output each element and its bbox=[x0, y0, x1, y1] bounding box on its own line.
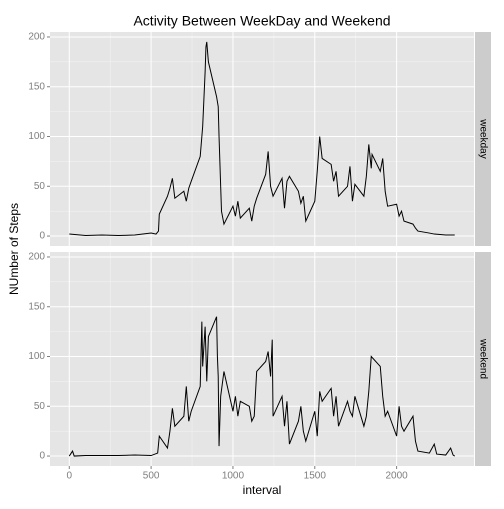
y-tick-label: 200 bbox=[28, 32, 45, 43]
facet-strip bbox=[475, 252, 491, 466]
y-tick-label: 150 bbox=[28, 81, 45, 92]
x-tick-label: 2000 bbox=[385, 471, 408, 482]
y-tick-label: 50 bbox=[34, 181, 46, 192]
y-tick-label: 200 bbox=[28, 252, 45, 263]
x-tick-label: 1000 bbox=[222, 471, 245, 482]
panel-background bbox=[50, 252, 474, 466]
y-tick-label: 50 bbox=[34, 401, 46, 412]
x-tick-label: 500 bbox=[143, 471, 160, 482]
x-tick-label: 0 bbox=[66, 471, 72, 482]
y-tick-label: 0 bbox=[39, 451, 45, 462]
y-axis-label: NUmber of Steps bbox=[7, 203, 21, 295]
chart-title: Activity Between WeekDay and Weekend bbox=[133, 13, 390, 29]
line bbox=[68, 316, 455, 457]
line bbox=[69, 41, 455, 237]
y-tick-label: 150 bbox=[28, 301, 45, 312]
panel-background bbox=[50, 32, 474, 246]
y-tick-label: 100 bbox=[28, 131, 45, 142]
facet-label: weekday bbox=[477, 118, 488, 158]
y-tick-label: 100 bbox=[28, 351, 45, 362]
x-axis-label: interval bbox=[243, 483, 282, 497]
y-tick-label: 0 bbox=[39, 231, 45, 242]
x-tick-label: 1500 bbox=[304, 471, 327, 482]
facet-strip bbox=[475, 32, 491, 246]
facet-label: weekend bbox=[477, 338, 488, 379]
